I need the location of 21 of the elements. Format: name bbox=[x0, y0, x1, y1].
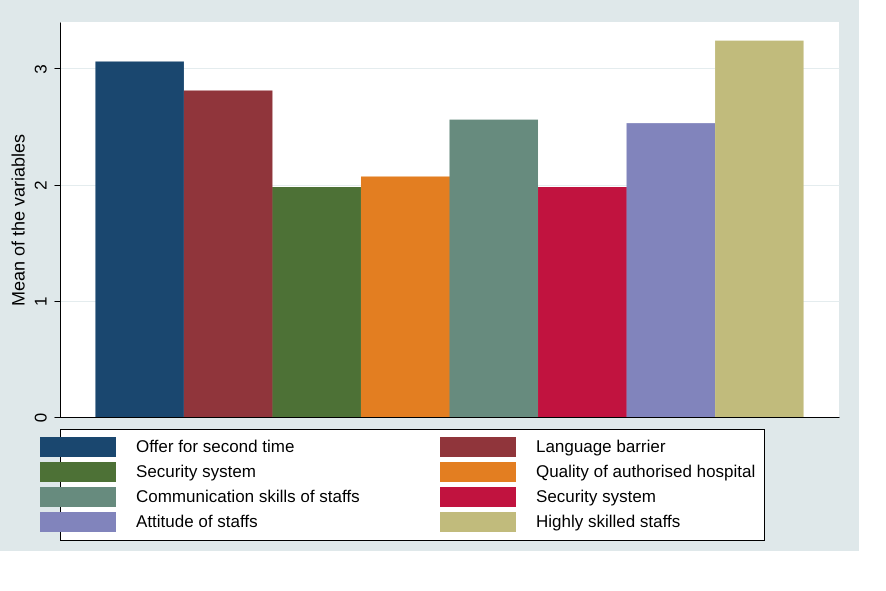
legend-label: Security system bbox=[536, 487, 656, 506]
legend-label: Highly skilled staffs bbox=[536, 512, 680, 531]
bar bbox=[95, 62, 184, 417]
bar bbox=[626, 123, 716, 417]
legend-label: Offer for second time bbox=[136, 437, 294, 456]
bar bbox=[184, 90, 272, 417]
bar bbox=[272, 186, 361, 417]
bar bbox=[538, 186, 627, 417]
y-tick-label: 1 bbox=[32, 296, 50, 306]
y-tick-label: 2 bbox=[32, 180, 50, 190]
y-tick-label: 3 bbox=[32, 64, 50, 74]
legend-label: Language barrier bbox=[536, 437, 666, 456]
bar bbox=[360, 176, 450, 417]
y-axis-title: Mean of the variables bbox=[8, 134, 28, 306]
legend-label: Communication skills of staffs bbox=[136, 487, 360, 506]
legend-label: Security system bbox=[136, 462, 256, 481]
bar bbox=[715, 40, 804, 417]
y-tick-label: 0 bbox=[32, 412, 50, 422]
legend-label: Attitude of staffs bbox=[136, 512, 258, 531]
bar bbox=[450, 120, 538, 417]
legend-label: Quality of authorised hospital bbox=[536, 462, 756, 481]
